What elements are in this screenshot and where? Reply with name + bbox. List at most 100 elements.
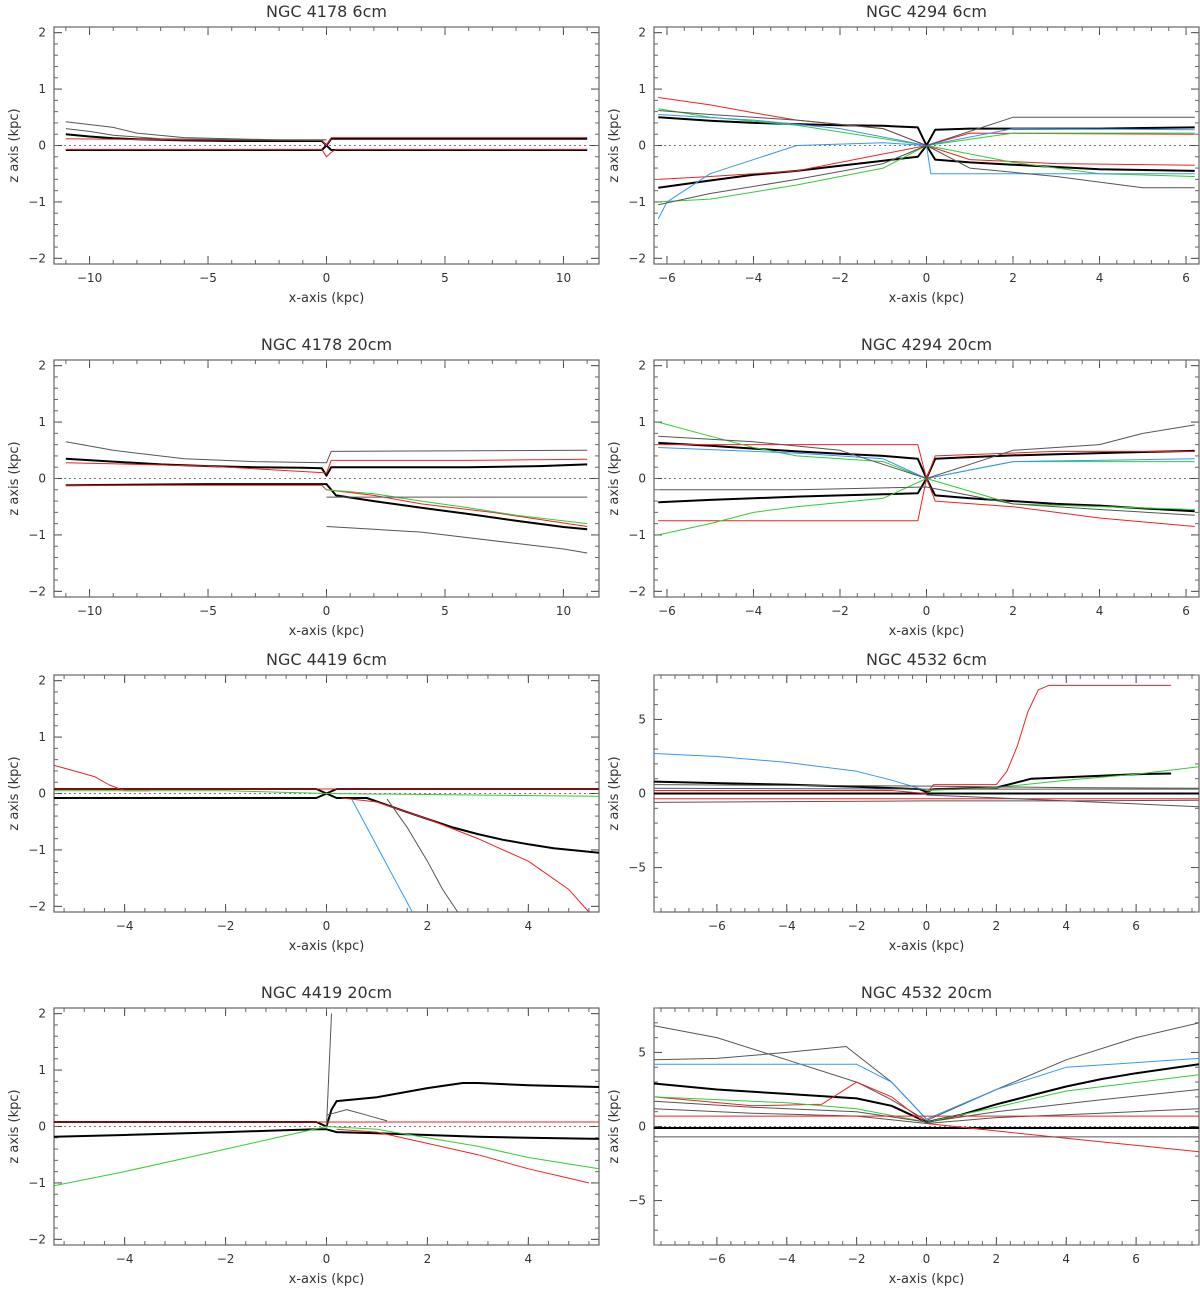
x-axis-label: x-axis (kpc) <box>889 291 965 306</box>
x-tick-label: 4 <box>1062 919 1070 933</box>
x-axis-label: x-axis (kpc) <box>889 1272 965 1287</box>
x-tick-label: −2 <box>848 919 866 933</box>
x-tick-label: 2 <box>424 919 432 933</box>
series-mean-upper <box>658 441 1195 480</box>
y-tick-label: 1 <box>638 82 646 96</box>
y-tick-label: 0 <box>638 787 646 801</box>
series-red <box>654 1081 1199 1153</box>
x-tick-label: 5 <box>441 604 449 618</box>
panel-title: NGC 4532 20cm <box>861 983 992 1002</box>
series-red-upper <box>65 137 588 146</box>
y-tick-label: −2 <box>628 584 646 598</box>
y-tick-label: −1 <box>628 528 646 542</box>
y-tick-label: −1 <box>28 843 46 857</box>
y-axis-label: z axis (kpc) <box>7 441 22 515</box>
y-tick-label: 0 <box>638 1120 646 1134</box>
y-tick-label: 0 <box>38 472 46 486</box>
series-green <box>926 766 1199 791</box>
panel-title: NGC 4532 6cm <box>866 650 987 669</box>
x-tick-label: 0 <box>923 604 931 618</box>
x-tick-label: 4 <box>1096 271 1104 285</box>
series-red-upper <box>65 458 588 474</box>
series-mean-lower <box>54 792 599 854</box>
y-tick-label: −2 <box>628 251 646 265</box>
x-tick-label: −5 <box>199 271 217 285</box>
panel-title: NGC 4419 6cm <box>266 650 387 669</box>
series-gray-near <box>326 1109 388 1122</box>
series-group <box>658 421 1195 536</box>
y-axis-label: z axis (kpc) <box>607 108 622 182</box>
series-gray-upper <box>658 110 1195 146</box>
x-tick-label: 0 <box>923 271 931 285</box>
series-group <box>657 97 1195 220</box>
series-mean-lower <box>658 477 1195 513</box>
series-red-lower <box>341 797 590 912</box>
x-tick-label: −2 <box>831 604 849 618</box>
series-group <box>65 441 588 554</box>
y-tick-label: −5 <box>628 861 646 875</box>
series-green-lower <box>658 478 1195 536</box>
x-tick-label: 2 <box>424 1252 432 1266</box>
y-tick-label: 1 <box>38 1063 46 1077</box>
chart-panel-8: −6 −4 −2 0 2 4 6 −5 0 5 NGC 4532 20cm x-axis (kpc) z… <box>607 983 1200 1287</box>
x-tick-label: −4 <box>116 919 134 933</box>
y-tick-label: −1 <box>28 528 46 542</box>
y-tick-label: 2 <box>38 674 46 688</box>
x-tick-label: −2 <box>217 919 235 933</box>
x-tick-label: −4 <box>778 1252 796 1266</box>
x-tick-label: 0 <box>323 604 331 618</box>
y-tick-label: 1 <box>38 730 46 744</box>
x-tick-label: 0 <box>923 919 931 933</box>
series-red <box>654 684 1172 794</box>
y-axis-label: z axis (kpc) <box>7 1089 22 1163</box>
x-tick-label: −5 <box>199 604 217 618</box>
x-axis-label: x-axis (kpc) <box>289 291 365 306</box>
series-ring-b <box>65 128 327 141</box>
x-tick-label: −4 <box>116 1252 134 1266</box>
series-gray-b <box>654 799 1199 803</box>
y-tick-label: −1 <box>28 1176 46 1190</box>
series-mean-upper <box>65 133 588 147</box>
x-tick-label: 4 <box>525 1252 533 1266</box>
panel-title: NGC 4294 6cm <box>866 2 987 21</box>
x-tick-label: 0 <box>323 919 331 933</box>
series-gray-hump <box>654 1046 927 1120</box>
y-tick-label: 0 <box>638 139 646 153</box>
y-axis-label: z axis (kpc) <box>7 108 22 182</box>
panel-title: NGC 4419 20cm <box>261 983 392 1002</box>
x-tick-label: −10 <box>77 271 102 285</box>
series-green-upper <box>658 108 1195 146</box>
series-gray-upper <box>65 441 588 464</box>
y-tick-label: −5 <box>628 1194 646 1208</box>
x-tick-label: 0 <box>323 1252 331 1266</box>
series-blue-lower <box>657 142 1195 220</box>
series-gray-d <box>926 794 1199 808</box>
series-gray-steep <box>386 798 459 912</box>
chart-panel-6: −6 −4 −2 0 2 4 6 −5 0 5 NGC 4532 6cm x-axis (kpc) z … <box>607 650 1200 954</box>
y-tick-label: −2 <box>28 899 46 913</box>
series-red-lower <box>65 484 588 527</box>
x-tick-label: 4 <box>1062 1252 1070 1266</box>
x-axis-label: x-axis (kpc) <box>289 939 365 954</box>
y-axis-label: z axis (kpc) <box>607 441 622 515</box>
x-tick-label: 2 <box>1009 604 1017 618</box>
x-tick-label: 2 <box>1009 271 1017 285</box>
series-blue-steep <box>351 798 413 912</box>
x-tick-label: 6 <box>1182 604 1190 618</box>
series-group <box>654 1022 1199 1153</box>
x-tick-label: 0 <box>323 271 331 285</box>
y-axis-label: z axis (kpc) <box>607 756 622 830</box>
x-tick-label: 6 <box>1132 919 1140 933</box>
y-tick-label: 0 <box>38 139 46 153</box>
series-gray-upper <box>326 1013 332 1127</box>
x-tick-label: −2 <box>848 1252 866 1266</box>
x-tick-label: 6 <box>1132 1252 1140 1266</box>
series-green-lower <box>326 489 588 525</box>
x-tick-label: −2 <box>217 1252 235 1266</box>
y-tick-label: −2 <box>28 251 46 265</box>
x-tick-label: −4 <box>745 604 763 618</box>
x-tick-label: 2 <box>993 1252 1001 1266</box>
series-mean-upper <box>54 1082 599 1128</box>
